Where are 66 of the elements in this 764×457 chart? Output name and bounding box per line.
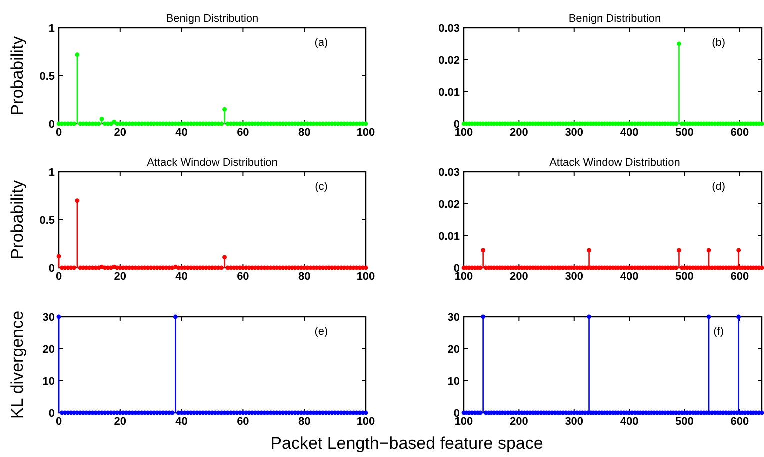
y-tick-label: 1 <box>48 23 55 35</box>
x-tick-label: 20 <box>114 127 127 139</box>
y-axis-title: KL divergence <box>8 310 27 420</box>
x-tick-label: 60 <box>237 271 250 283</box>
annotation: (a) <box>314 37 328 49</box>
y-tick-label: 0.02 <box>438 55 460 67</box>
y-tick-label: 0.01 <box>438 231 460 243</box>
y-tick-label: 20 <box>448 344 460 356</box>
x-tick-label: 500 <box>676 416 694 428</box>
y-axis-title: Probability <box>8 36 27 116</box>
annotation: (d) <box>712 181 726 193</box>
x-tick-label: 40 <box>176 416 188 428</box>
x-tick-label: 100 <box>454 416 474 428</box>
x-tick-label: 400 <box>620 127 639 139</box>
x-tick-label: 100 <box>454 127 474 139</box>
x-tick-label: 400 <box>620 271 639 283</box>
x-tick-label: 20 <box>114 416 127 428</box>
chart-title: Benign Distribution <box>166 13 259 25</box>
y-axis-title: Probability <box>8 180 27 260</box>
y-tick-label: 0.5 <box>40 71 55 83</box>
x-tick-label: 40 <box>176 127 188 139</box>
y-tick-label: 0 <box>48 408 55 420</box>
x-tick-label: 500 <box>676 271 694 283</box>
x-tick-label: 500 <box>676 127 694 139</box>
x-tick-label: 60 <box>237 127 250 139</box>
x-tick-label: 300 <box>565 127 584 139</box>
x-tick-label: 80 <box>298 127 311 139</box>
y-tick-label: 0.01 <box>438 87 460 99</box>
y-tick-label: 0 <box>48 263 55 275</box>
x-tick-label: 600 <box>730 127 750 139</box>
x-tick-label: 600 <box>730 271 750 283</box>
chart-title: Attack Window Distribution <box>147 157 278 169</box>
x-tick-label: 80 <box>298 416 311 428</box>
x-tick-label: 80 <box>298 271 311 283</box>
x-tick-label: 200 <box>510 127 528 139</box>
y-tick-label: 0.03 <box>438 23 460 35</box>
x-tick-label: 20 <box>114 271 127 283</box>
x-tick-label: 200 <box>510 416 528 428</box>
x-tick-label: 100 <box>356 416 376 428</box>
chart-title: Attack Window Distribution <box>550 157 680 169</box>
x-tick-label: 40 <box>176 271 188 283</box>
annotation: (e) <box>314 326 328 338</box>
y-tick-label: 30 <box>42 312 55 324</box>
annotation: (b) <box>712 37 726 49</box>
y-tick-label: 0.02 <box>438 199 460 211</box>
y-tick-label: 0.03 <box>438 167 460 179</box>
x-tick-label: 600 <box>730 416 750 428</box>
y-tick-label: 10 <box>448 376 460 388</box>
y-tick-label: 0.5 <box>40 215 55 227</box>
x-tick-label: 300 <box>565 416 584 428</box>
x-tick-label: 60 <box>237 416 250 428</box>
annotation: (c) <box>315 181 328 193</box>
y-tick-label: 1 <box>48 167 55 179</box>
x-axis-title: Packet Length−based feature space <box>270 434 544 453</box>
x-tick-label: 100 <box>356 127 376 139</box>
annotation: (f) <box>714 326 724 338</box>
x-tick-label: 100 <box>356 271 376 283</box>
chart-title: Benign Distribution <box>568 13 662 25</box>
x-tick-label: 300 <box>565 271 584 283</box>
y-tick-label: 0 <box>48 119 55 131</box>
x-tick-label: 100 <box>454 271 474 283</box>
y-tick-label: 10 <box>42 376 55 388</box>
x-tick-label: 400 <box>620 416 639 428</box>
y-tick-label: 30 <box>448 312 460 324</box>
x-tick-label: 200 <box>510 271 528 283</box>
y-tick-label: 20 <box>42 344 55 356</box>
